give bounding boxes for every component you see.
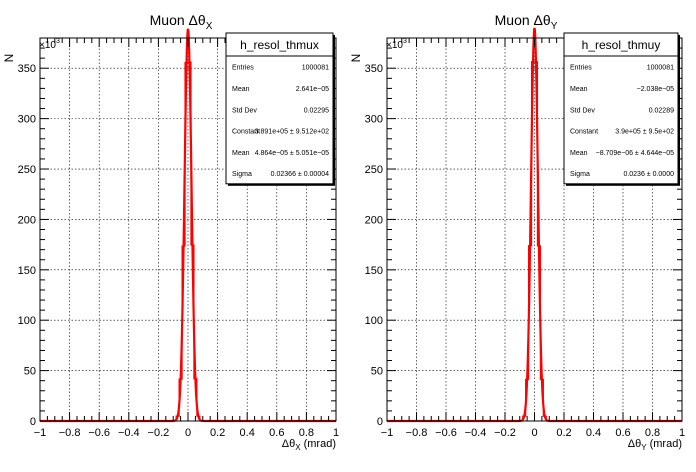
y-tick-label: 200 [365, 214, 383, 226]
y-axis-label: N [349, 54, 363, 63]
x-tick-label: −0.6 [435, 427, 457, 439]
y-axis-label: N [2, 54, 16, 63]
x-tick-label: 0.6 [269, 427, 284, 439]
stats-row-label: Constant [570, 129, 598, 136]
x-tick-label: −0.8 [59, 427, 81, 439]
y-tick-label: 50 [371, 366, 383, 378]
x-tick-label: 1 [679, 427, 685, 439]
stats-row-label: Mean [232, 150, 250, 157]
stats-row-value: 0.02295 [304, 107, 329, 114]
chart-title-subscript: Y [551, 21, 558, 32]
y-tick-label: 250 [365, 164, 383, 176]
x-tick-label: −0.6 [88, 427, 110, 439]
x-axis-label: ΔθX (mrad) [282, 438, 336, 452]
stats-row-value: 3.9e+05 ± 9.5e+02 [615, 129, 674, 136]
x-axis-label-main: Δθ [282, 438, 295, 450]
stats-row-value: 0.0236 ± 0.0000 [623, 171, 674, 178]
chart-title: Muon ΔθY [495, 12, 558, 32]
y-tick-label: 100 [365, 315, 383, 327]
y-axis-exponent: ×103 [386, 38, 407, 51]
y-tick-label: 300 [365, 114, 383, 126]
stats-box-frame [225, 32, 334, 185]
x-tick-label: 0.8 [299, 427, 314, 439]
stats-row-value: 1000081 [647, 65, 674, 72]
chart-title: Muon ΔθX [150, 12, 213, 32]
histogram-panel: −1 −0.8 −0.6 −0.4 −0.2 0 0.2 0.4 0.6 0.8 1 0 50 100 15… [349, 12, 685, 452]
stats-row-value: −2.038e−05 [637, 86, 674, 93]
y-exponent-power: 3 [403, 38, 407, 45]
y-tick-label: 150 [18, 265, 36, 277]
x-tick-label: 0.2 [556, 427, 571, 439]
stats-row-label: Entries [570, 65, 592, 72]
stats-box: h_resol_thmux Entries 1000081 Mean 2.641e−05… [225, 32, 335, 186]
y-tick-label: 150 [365, 265, 383, 277]
stats-row-value: 4.864e−05 ± 5.051e−05 [255, 150, 329, 157]
stats-row-label: Std Dev [232, 107, 257, 114]
stats-row-label: Mean [570, 86, 588, 93]
stats-box-title: h_resol_thmux [240, 38, 319, 52]
x-tick-label: 0.2 [210, 427, 225, 439]
x-tick-label: −1 [381, 427, 394, 439]
stats-row-label: Constant [232, 129, 260, 136]
x-tick-label: −1 [34, 427, 47, 439]
stats-box: h_resol_thmuy Entries 1000081 Mean −2.038e−0… [563, 32, 680, 186]
chart-title-main: Muon Δθ [150, 12, 206, 28]
stats-row-label: Std Dev [570, 107, 595, 114]
x-axis-label: ΔθY (mrad) [628, 438, 682, 452]
x-tick-label: −0.2 [148, 427, 170, 439]
stats-row-label: Sigma [232, 171, 252, 178]
stats-row-value: 0.02289 [649, 107, 674, 114]
x-axis-label-unit: (mrad) [647, 438, 682, 450]
y-tick-label: 350 [18, 63, 36, 75]
x-tick-label: 0.4 [586, 427, 601, 439]
x-tick-label: −0.4 [118, 427, 140, 439]
x-axis-label-subscript: X [295, 443, 301, 452]
stats-row-value: 1000081 [302, 65, 329, 72]
x-axis-label-subscript: Y [641, 443, 647, 452]
y-exponent-base: ×10 [386, 40, 403, 51]
stats-row-value: −8.709e−06 ± 4.644e−05 [596, 150, 674, 157]
y-tick-label: 350 [365, 63, 383, 75]
x-tick-label: −0.2 [494, 427, 516, 439]
stats-row-label: Entries [232, 65, 254, 72]
x-tick-label: 0.8 [645, 427, 660, 439]
y-tick-label: 300 [18, 114, 36, 126]
histogram-panel: −1 −0.8 −0.6 −0.4 −0.2 0 0.2 0.4 0.6 0.8 1 0 50 100 15… [2, 12, 339, 452]
chart-panels: −1 −0.8 −0.6 −0.4 −0.2 0 0.2 0.4 0.6 0.8 105010015… [2, 12, 685, 452]
y-tick-label: 0 [377, 416, 383, 428]
x-tick-label: 0.6 [615, 427, 630, 439]
x-tick-label: 0.4 [240, 427, 255, 439]
y-tick-label: 100 [18, 315, 36, 327]
x-tick-label: 0 [185, 427, 191, 439]
y-exponent-power: 3 [56, 38, 60, 45]
chart-title-main: Muon Δθ [495, 12, 551, 28]
x-tick-label: 1 [333, 427, 339, 439]
y-tick-label: 200 [18, 214, 36, 226]
stats-row-value: 0.02366 ± 0.00004 [271, 171, 329, 178]
x-axis-label-unit: (mrad) [301, 438, 336, 450]
y-exponent-base: ×10 [39, 40, 56, 51]
stats-row-label: Sigma [570, 171, 590, 178]
x-axis-label-main: Δθ [628, 438, 641, 450]
stats-row-value: 2.641e−05 [296, 86, 329, 93]
x-tick-label: −0.8 [406, 427, 428, 439]
stats-row-label: Mean [570, 150, 588, 157]
y-axis-exponent: ×103 [39, 38, 60, 51]
y-tick-label: 50 [24, 366, 36, 378]
y-tick-label: 0 [30, 416, 36, 428]
x-tick-label: −0.4 [465, 427, 487, 439]
stats-box-frame [563, 32, 679, 185]
stats-row-label: Mean [232, 86, 250, 93]
stats-box-title: h_resol_thmuy [582, 38, 661, 52]
x-tick-label: 0 [531, 427, 537, 439]
y-tick-label: 250 [18, 164, 36, 176]
stats-row-value: 3.891e+05 ± 9.512e+02 [255, 129, 329, 136]
chart-title-subscript: X [206, 21, 213, 32]
